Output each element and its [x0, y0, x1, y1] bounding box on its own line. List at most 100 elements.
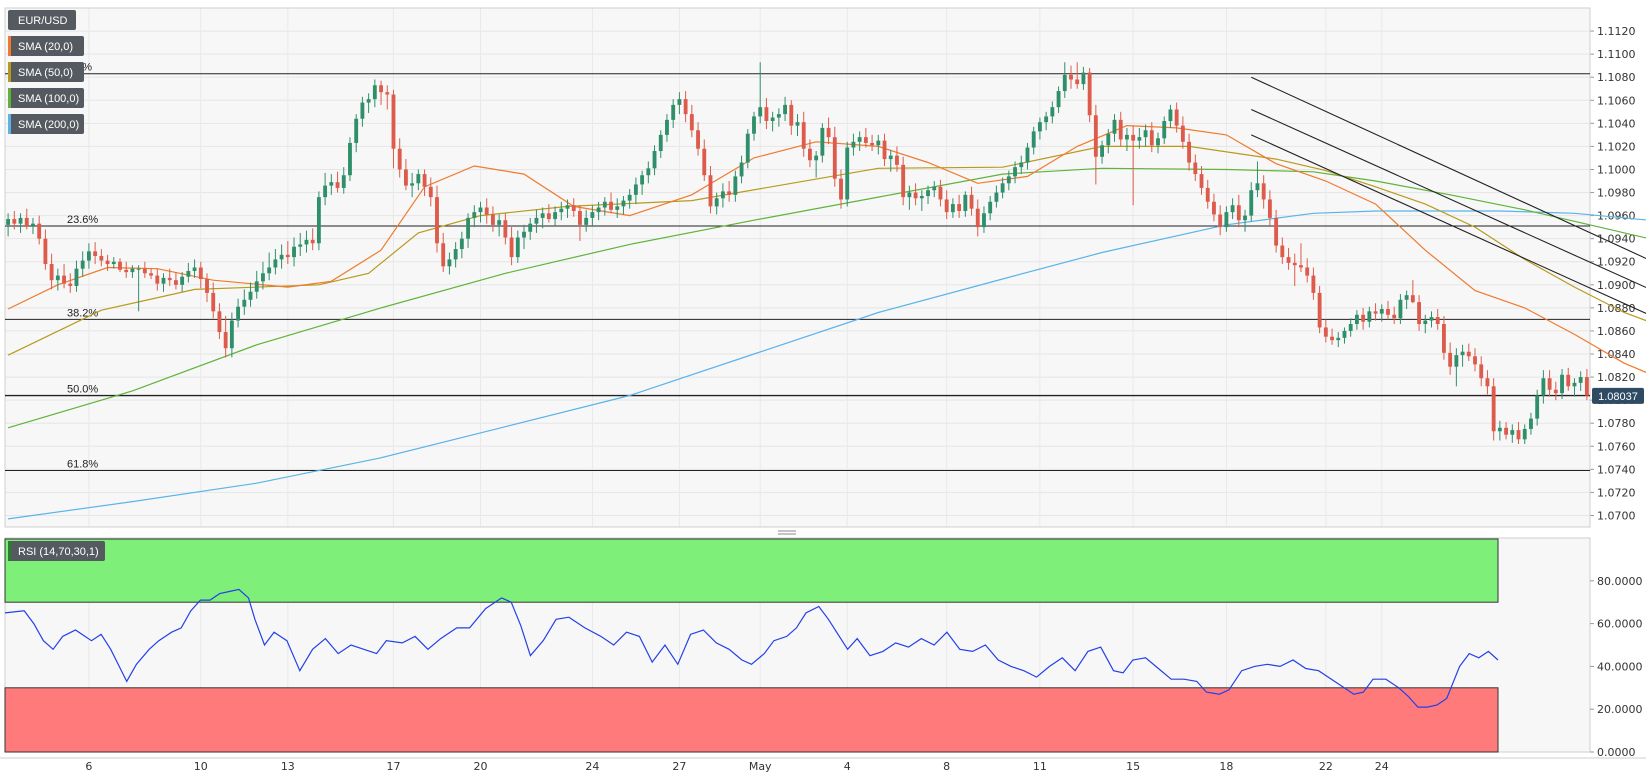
candle-body: [1075, 79, 1080, 85]
x-tick-label: 15: [1126, 760, 1140, 773]
candle-body: [1118, 119, 1123, 140]
candle-body: [1019, 162, 1024, 168]
candle-body: [124, 269, 129, 273]
candle-body: [863, 137, 868, 143]
candle-body: [1473, 356, 1477, 365]
candle-body: [733, 176, 738, 195]
candle-body: [1267, 199, 1272, 218]
candle-body: [354, 118, 359, 143]
candle-body: [665, 119, 669, 135]
candle-body: [1162, 121, 1167, 139]
candle-body: [136, 268, 141, 270]
candle-body: [932, 186, 937, 191]
candle-body: [1280, 245, 1285, 258]
candle-body: [1566, 374, 1571, 387]
candle-body: [627, 194, 632, 201]
legend-sma-3-bg: [8, 114, 84, 134]
candle-body: [559, 208, 564, 213]
rsi-tick-label: 60.0000: [1597, 618, 1643, 631]
candle-body: [1025, 147, 1030, 163]
candle-body: [6, 219, 11, 225]
candle-body: [1584, 377, 1589, 396]
candle-body: [62, 275, 66, 284]
candle-body: [764, 107, 769, 122]
candle-body: [229, 320, 234, 349]
candle-body: [385, 92, 390, 95]
candle-body: [950, 204, 955, 213]
candle-body: [522, 231, 526, 238]
candle-body: [1578, 377, 1583, 383]
candle-body: [727, 191, 732, 195]
candle-body: [1044, 116, 1049, 123]
rsi-tick-label: 40.0000: [1597, 660, 1643, 673]
candle-body: [1485, 378, 1490, 387]
candle-body: [118, 261, 122, 270]
candle-body: [1056, 91, 1061, 108]
price-tick-label: 1.1000: [1597, 163, 1636, 176]
candle-body: [876, 140, 881, 146]
candle-body: [770, 117, 775, 122]
candle-body: [944, 199, 949, 213]
candle-body: [37, 223, 42, 239]
candle-body: [1522, 428, 1527, 440]
candle-body: [851, 141, 856, 148]
price-tick-label: 1.1060: [1597, 94, 1636, 107]
candle-body: [1572, 382, 1577, 387]
legend-sma-0-label: SMA (20,0): [18, 41, 73, 53]
candle-body: [1100, 145, 1104, 157]
candle-body: [1448, 352, 1453, 367]
candle-body: [459, 238, 464, 250]
candle-body: [68, 283, 73, 286]
candle-body: [1417, 302, 1421, 325]
legend-sma-0-bg: [8, 36, 84, 56]
candle-body: [12, 219, 17, 224]
candle-body: [403, 169, 408, 186]
price-tick-label: 1.0700: [1597, 509, 1636, 522]
candle-body: [1541, 378, 1546, 396]
candle-body: [1243, 215, 1247, 221]
candle-body: [1392, 314, 1397, 319]
fibonacci-level-label: 38.2%: [67, 307, 98, 319]
candle-body: [882, 140, 887, 160]
candle-body: [205, 279, 209, 293]
x-tick-label: 10: [194, 760, 208, 773]
candle-body: [285, 254, 290, 258]
candle-body: [261, 273, 265, 282]
candle-body: [839, 178, 843, 200]
candle-body: [1249, 190, 1254, 216]
candle-body: [1174, 109, 1179, 126]
candle-body: [1205, 187, 1210, 202]
legend-sma-1-label: SMA (50,0): [18, 67, 73, 79]
candle-body: [1069, 74, 1073, 80]
candle-body: [1423, 320, 1428, 325]
candle-body: [683, 99, 688, 115]
candle-body: [1193, 162, 1198, 175]
candle-body: [938, 186, 943, 200]
candle-body: [982, 213, 986, 228]
candle-body: [602, 201, 607, 208]
candle-body: [1180, 125, 1185, 142]
price-tick-label: 1.0940: [1597, 233, 1636, 246]
candle-body: [1336, 337, 1341, 341]
candle-body: [1274, 217, 1279, 246]
x-tick-label: 24: [1375, 760, 1389, 773]
rsi-tick-label: 20.0000: [1597, 703, 1643, 716]
candle-body: [888, 155, 893, 160]
legend-sma-2-swatch: [8, 88, 11, 108]
candle-body: [99, 255, 104, 261]
candle-body: [1000, 183, 1005, 193]
channel-line: [1251, 76, 1646, 260]
candle-body: [31, 223, 35, 226]
legend-sma-3: SMA (200,0): [8, 114, 84, 134]
candle-body: [211, 292, 216, 312]
candle-body: [677, 99, 682, 105]
x-tick-label: 24: [585, 760, 599, 773]
candle-body: [988, 201, 993, 214]
candle-body: [1504, 427, 1509, 435]
candle-body: [528, 223, 533, 232]
price-tick-label: 1.0920: [1597, 256, 1636, 269]
candle-body: [484, 207, 489, 215]
candle-body: [652, 151, 657, 169]
candle-body: [1442, 324, 1446, 353]
candle-body: [1236, 205, 1241, 221]
